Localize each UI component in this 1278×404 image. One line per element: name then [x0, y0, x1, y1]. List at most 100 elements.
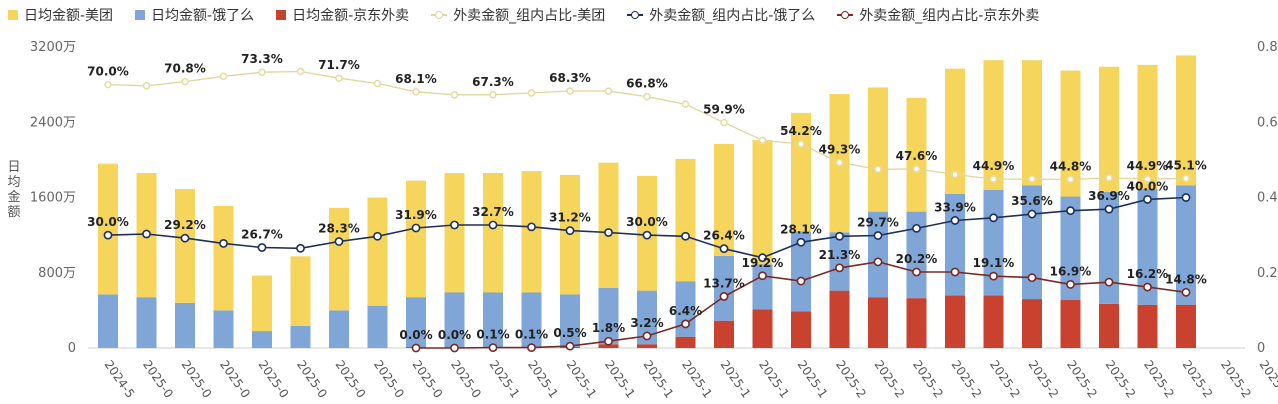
- line-point-0: [527, 89, 536, 97]
- line-point-1: [1066, 206, 1075, 216]
- line-point-0: [1182, 174, 1190, 183]
- bar-eleme: [945, 193, 965, 296]
- data-label: 19.1%: [973, 256, 1015, 270]
- data-label: 44.8%: [1050, 159, 1092, 173]
- data-label: 40.0%: [1127, 179, 1169, 193]
- data-label: 0.0%: [399, 328, 432, 342]
- bar-meituan: [329, 207, 349, 311]
- bar-eleme: [252, 331, 272, 348]
- legend-swatch: [627, 10, 644, 20]
- line-point-1: [912, 223, 921, 233]
- x-tick-label: 2025-0: [256, 358, 292, 401]
- line-point-0: [1066, 175, 1075, 184]
- bar-meituan: [252, 275, 272, 332]
- line-point-2: [912, 267, 921, 277]
- legend-item-eleme-line[interactable]: 外卖金额_组内占比-饿了么: [627, 5, 815, 25]
- legend-label: 外卖金额_组内占比-饿了么: [649, 8, 816, 24]
- line-point-1: [989, 213, 998, 223]
- legend-item-jd-bar[interactable]: 日均金额-京东外卖: [276, 5, 409, 25]
- bar-eleme: [483, 292, 503, 348]
- data-label: 26.4%: [703, 229, 745, 243]
- bar-jd: [752, 309, 773, 348]
- x-tick-label: 2025-2: [872, 358, 908, 401]
- data-label: 44.9%: [1127, 159, 1169, 173]
- legend-item-jd-line[interactable]: 外卖金额_组内占比-京东外卖: [837, 5, 1039, 25]
- line-point-0: [604, 87, 613, 95]
- data-label: 13.7%: [703, 276, 745, 290]
- bar-jd: [868, 297, 888, 348]
- legend-item-eleme-bar[interactable]: 日均金额-饿了么: [135, 5, 254, 25]
- bar-eleme: [213, 310, 234, 348]
- line-point-1: [796, 237, 806, 247]
- bar-eleme: [983, 189, 1004, 296]
- line-point-1: [180, 233, 190, 243]
- line-point-1: [873, 231, 883, 240]
- line-point-1: [835, 231, 844, 241]
- bar-meituan: [1137, 64, 1158, 190]
- line-point-0: [951, 170, 959, 179]
- data-label: 31.2%: [549, 211, 591, 225]
- line-point-2: [758, 271, 767, 281]
- data-label: 20.2%: [896, 252, 938, 266]
- legend-label: 外卖金额_组内占比-美团: [453, 8, 606, 24]
- legend-swatch: [276, 10, 287, 20]
- data-label: 29.7%: [857, 216, 899, 230]
- y-right-tick-label: 0.4: [1257, 191, 1278, 206]
- data-label: 49.3%: [819, 143, 861, 157]
- bar-eleme: [521, 292, 542, 348]
- data-label: 45.1%: [1165, 158, 1207, 172]
- line-point-2: [719, 292, 729, 301]
- x-tick-label: 2025-: [1257, 358, 1278, 395]
- line-point-0: [912, 165, 921, 173]
- bar-meituan: [98, 163, 118, 295]
- line-point-2: [642, 331, 652, 341]
- x-tick-label: 2025-2: [1026, 358, 1062, 401]
- data-label: 14.8%: [1165, 272, 1207, 286]
- bar-eleme: [637, 290, 657, 345]
- y-right-tick-label: 0.6: [1257, 115, 1278, 130]
- legend-swatch: [8, 10, 18, 20]
- line-point-1: [257, 243, 267, 252]
- line-point-1: [488, 220, 498, 230]
- bar-meituan: [1060, 70, 1081, 197]
- bar-jd: [637, 344, 657, 348]
- bar-meituan: [483, 173, 503, 293]
- bar-meituan: [1022, 60, 1042, 186]
- line-point-1: [334, 237, 344, 246]
- legend-item-meituan-line[interactable]: 外卖金额_组内占比-美团: [431, 5, 605, 25]
- bar-jd: [675, 336, 696, 348]
- x-tick-label: 2025-0: [371, 358, 407, 401]
- bar-meituan: [906, 97, 927, 212]
- bar-eleme: [560, 294, 580, 348]
- legend-label: 外卖金额_组内占比-京东外卖: [859, 8, 1040, 24]
- bar-eleme: [444, 292, 465, 348]
- bar-jd: [1137, 304, 1158, 348]
- legend-label: 日均金额-饿了么: [151, 8, 255, 24]
- line-point-1: [642, 230, 652, 240]
- bar-eleme: [752, 264, 773, 310]
- line-point-2: [604, 336, 613, 346]
- data-label: 21.3%: [819, 248, 861, 262]
- data-label: 1.8%: [592, 321, 625, 335]
- x-tick-label: 2025-0: [140, 358, 176, 401]
- y-left-tick-label: 2400万: [30, 115, 76, 130]
- line-point-1: [681, 231, 690, 241]
- y-right-tick-label: 0.8: [1257, 40, 1278, 55]
- x-tick-label: 2025-0: [448, 358, 484, 401]
- line-point-1: [450, 220, 459, 230]
- data-label: 71.7%: [318, 58, 360, 72]
- data-label: 59.9%: [703, 103, 745, 117]
- bar-eleme: [1176, 185, 1196, 305]
- bar-eleme: [329, 310, 349, 348]
- line-point-1: [142, 229, 151, 239]
- bar-eleme: [98, 294, 118, 348]
- line-point-1: [527, 222, 536, 232]
- data-label: 28.1%: [780, 222, 822, 236]
- x-tick-label: 2025-2: [949, 358, 985, 401]
- line-point-2: [411, 343, 421, 353]
- line-point-0: [720, 118, 728, 127]
- bar-meituan: [1099, 66, 1119, 192]
- legend-item-meituan-bar[interactable]: 日均金额-美团: [8, 5, 113, 25]
- bar-eleme: [714, 255, 734, 321]
